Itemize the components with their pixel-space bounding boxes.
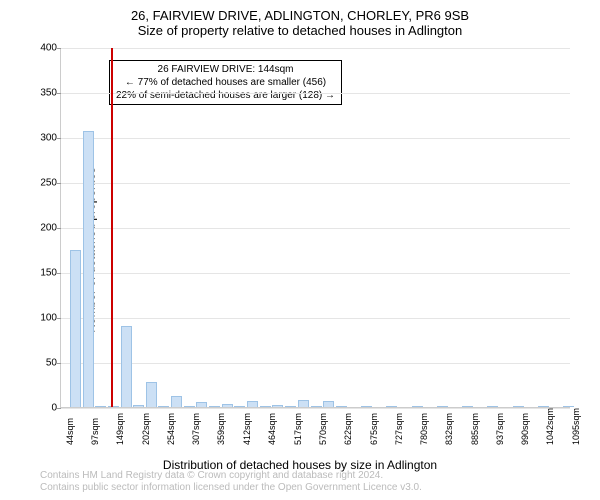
gridline-h bbox=[61, 363, 570, 364]
ytick-mark bbox=[57, 48, 61, 49]
histogram-bar bbox=[95, 406, 106, 407]
histogram-bar bbox=[196, 402, 207, 407]
histogram-bar bbox=[323, 401, 334, 407]
histogram-bar bbox=[538, 406, 549, 407]
xtick-label: 307sqm bbox=[191, 413, 201, 445]
ytick-mark bbox=[57, 273, 61, 274]
xtick-label: 202sqm bbox=[141, 413, 151, 445]
xtick-label: 780sqm bbox=[419, 413, 429, 445]
histogram-bar bbox=[209, 406, 220, 407]
title-line-2: Size of property relative to detached ho… bbox=[0, 23, 600, 38]
xtick-label: 675sqm bbox=[369, 413, 379, 445]
xtick-label: 1042sqm bbox=[545, 408, 555, 445]
histogram-bar bbox=[83, 131, 94, 407]
gridline-h bbox=[61, 48, 570, 49]
xtick-label: 885sqm bbox=[470, 413, 480, 445]
histogram-bar bbox=[146, 382, 157, 407]
ytick-mark bbox=[57, 93, 61, 94]
xtick-label: 990sqm bbox=[520, 413, 530, 445]
histogram-bar bbox=[386, 406, 397, 407]
ytick-mark bbox=[57, 363, 61, 364]
gridline-h bbox=[61, 183, 570, 184]
xtick-label: 1095sqm bbox=[571, 408, 581, 445]
xtick-label: 464sqm bbox=[267, 413, 277, 445]
histogram-bar bbox=[462, 406, 473, 407]
xtick-label: 412sqm bbox=[242, 413, 252, 445]
histogram-bar bbox=[336, 406, 347, 407]
xtick-label: 727sqm bbox=[394, 413, 404, 445]
gridline-h bbox=[61, 93, 570, 94]
title-block: 26, FAIRVIEW DRIVE, ADLINGTON, CHORLEY, … bbox=[0, 0, 600, 38]
footer-attribution: Contains HM Land Registry data © Crown c… bbox=[40, 470, 422, 494]
xtick-label: 254sqm bbox=[166, 413, 176, 445]
xtick-label: 570sqm bbox=[318, 413, 328, 445]
xtick-label: 97sqm bbox=[90, 418, 100, 445]
histogram-bar bbox=[412, 406, 423, 407]
histogram-bar bbox=[184, 406, 195, 407]
ytick-mark bbox=[57, 183, 61, 184]
histogram-bar bbox=[311, 406, 322, 407]
gridline-h bbox=[61, 408, 570, 409]
xtick-label: 832sqm bbox=[444, 413, 454, 445]
xtick-label: 149sqm bbox=[115, 413, 125, 445]
xtick-label: 517sqm bbox=[293, 413, 303, 445]
annotation-box: 26 FAIRVIEW DRIVE: 144sqm ← 77% of detac… bbox=[109, 60, 342, 105]
histogram-bar bbox=[563, 406, 574, 407]
histogram-bar bbox=[487, 406, 498, 407]
histogram-bar bbox=[121, 326, 132, 407]
histogram-bar bbox=[234, 406, 245, 407]
title-line-1: 26, FAIRVIEW DRIVE, ADLINGTON, CHORLEY, … bbox=[0, 8, 600, 23]
gridline-h bbox=[61, 318, 570, 319]
histogram-bar bbox=[272, 405, 283, 407]
histogram-bar bbox=[158, 406, 169, 407]
footer-line-2: Contains public sector information licen… bbox=[40, 482, 422, 494]
histogram-bar bbox=[285, 406, 296, 407]
xtick-label: 622sqm bbox=[343, 413, 353, 445]
histogram-bar bbox=[171, 396, 182, 407]
annotation-line-3: 22% of semi-detached houses are larger (… bbox=[116, 89, 335, 102]
xtick-label: 937sqm bbox=[495, 413, 505, 445]
histogram-bar bbox=[260, 406, 271, 407]
chart-plot-area: 26 FAIRVIEW DRIVE: 144sqm ← 77% of detac… bbox=[60, 48, 570, 408]
annotation-line-1: 26 FAIRVIEW DRIVE: 144sqm bbox=[116, 63, 335, 76]
ytick-mark bbox=[57, 318, 61, 319]
footer-line-1: Contains HM Land Registry data © Crown c… bbox=[40, 470, 422, 482]
property-marker-line bbox=[111, 48, 113, 407]
histogram-bar bbox=[361, 406, 372, 407]
histogram-bar bbox=[247, 401, 258, 407]
chart-container: 26, FAIRVIEW DRIVE, ADLINGTON, CHORLEY, … bbox=[0, 0, 600, 500]
histogram-bar bbox=[70, 250, 81, 408]
histogram-bar bbox=[513, 406, 524, 407]
histogram-bar bbox=[437, 406, 448, 407]
histogram-bar bbox=[108, 406, 119, 407]
ytick-mark bbox=[57, 408, 61, 409]
histogram-bar bbox=[222, 404, 233, 407]
gridline-h bbox=[61, 138, 570, 139]
gridline-h bbox=[61, 273, 570, 274]
histogram-bar bbox=[133, 405, 144, 407]
ytick-mark bbox=[57, 138, 61, 139]
histogram-bar bbox=[298, 400, 309, 407]
ytick-mark bbox=[57, 228, 61, 229]
xtick-label: 359sqm bbox=[216, 413, 226, 445]
xtick-label: 44sqm bbox=[65, 418, 75, 445]
annotation-line-2: ← 77% of detached houses are smaller (45… bbox=[116, 76, 335, 89]
gridline-h bbox=[61, 228, 570, 229]
